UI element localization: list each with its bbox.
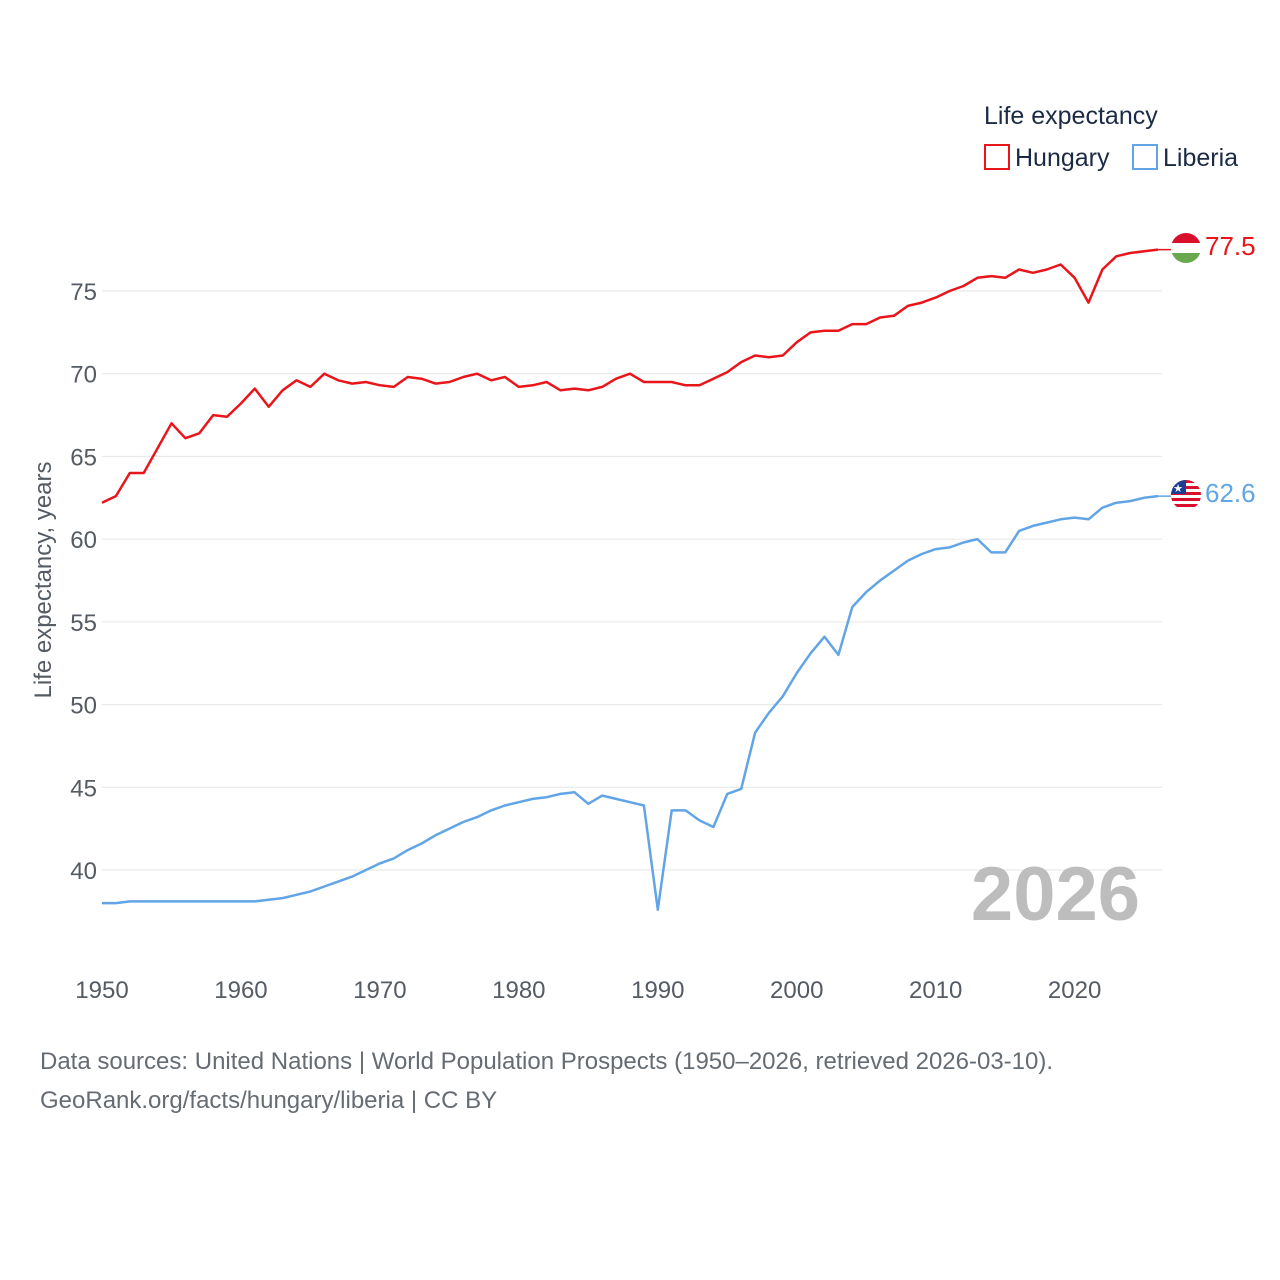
y-tick-label: 50	[70, 693, 97, 720]
gridlines	[102, 290, 1162, 871]
x-tick-label: 1990	[631, 977, 684, 1004]
x-axis-ticks: 1950 1960 1970 1980 1990 2000 2010 2020	[75, 977, 1101, 1004]
legend-label-liberia: Liberia	[1163, 144, 1238, 172]
y-tick-label: 70	[70, 362, 97, 389]
y-tick-label: 45	[70, 775, 97, 802]
y-tick-label: 75	[70, 279, 97, 306]
x-tick-label: 1970	[353, 977, 406, 1004]
x-tick-label: 2010	[909, 977, 962, 1004]
y-tick-label: 55	[70, 610, 97, 637]
x-tick-label: 1980	[492, 977, 545, 1004]
life-expectancy-chart: 40 45 50 55 60 65 70 75 1950 1960 1970 1980 1990 200…	[30, 102, 1256, 1004]
legend-title: Life expectancy	[984, 102, 1158, 130]
liberia-end-value: 62.6	[1205, 478, 1256, 508]
x-tick-label: 1950	[75, 977, 128, 1004]
data-sources-note: Data sources: United Nations | World Pop…	[40, 1048, 1054, 1075]
x-tick-label: 2000	[770, 977, 823, 1004]
footer: Data sources: United Nations | World Pop…	[40, 1042, 1053, 1120]
legend-item-hungary[interactable]: Hungary	[984, 144, 1110, 172]
svg-text:★: ★	[1173, 482, 1183, 495]
legend-swatch-liberia	[1132, 144, 1158, 170]
legend-item-liberia[interactable]: Liberia	[1132, 144, 1238, 172]
hungary-end-value: 77.5	[1205, 231, 1256, 261]
legend: Life expectancy Hungary Liberia	[984, 102, 1238, 172]
y-tick-label: 40	[70, 858, 97, 885]
series-lines	[101, 248, 1171, 911]
series-line-hungary[interactable]	[101, 248, 1159, 504]
attribution-link[interactable]: GeoRank.org/facts/hungary/liberia | CC B…	[40, 1087, 498, 1114]
hungary-flag-icon	[1171, 233, 1201, 263]
y-tick-label: 65	[70, 444, 97, 471]
legend-label-hungary: Hungary	[1015, 144, 1110, 172]
x-tick-label: 1960	[214, 977, 267, 1004]
legend-swatch-hungary	[984, 144, 1010, 170]
series-line-liberia[interactable]	[102, 494, 1159, 911]
y-axis-label: Life expectancy, years	[30, 461, 57, 698]
liberia-flag-icon: ★	[1171, 480, 1201, 510]
y-tick-label: 60	[70, 527, 97, 554]
y-axis-ticks: 40 45 50 55 60 65 70 75	[70, 279, 97, 885]
x-tick-label: 2020	[1048, 977, 1101, 1004]
year-watermark: 2026	[971, 852, 1140, 937]
